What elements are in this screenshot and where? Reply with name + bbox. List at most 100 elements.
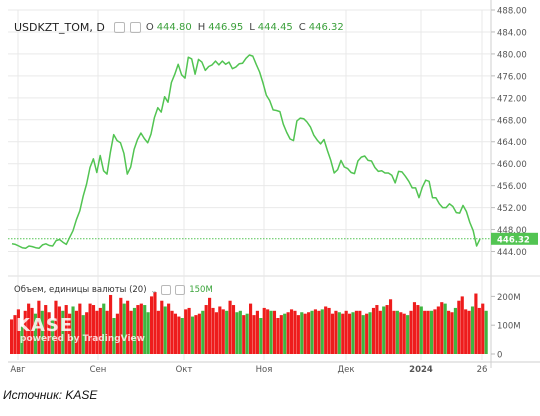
volume-bar [170, 310, 174, 354]
toggle-visibility-button[interactable] [113, 22, 125, 33]
volume-bar [214, 312, 218, 354]
volume-bar [272, 310, 277, 354]
volume-bar [252, 315, 256, 354]
volume-bar [392, 310, 396, 354]
volume-bar [351, 312, 355, 354]
volume-bar [78, 303, 82, 354]
high-label: H [197, 22, 206, 33]
time-tick-label: Авг [10, 365, 26, 375]
volume-bar [201, 310, 205, 354]
price-line [11, 54, 481, 249]
volume-header: Объем, единицы валюты (20) ⌄ 150M [14, 285, 213, 295]
volume-bar [197, 313, 201, 354]
volume-bar [453, 307, 457, 354]
volume-bar [146, 312, 150, 354]
price-tick-label: 480.00 [497, 50, 527, 60]
volume-bar [330, 313, 335, 354]
volume-bar [10, 319, 14, 354]
volume-bar [225, 310, 229, 354]
volume-bar [98, 307, 102, 354]
price-tick-label: 444.00 [497, 248, 527, 258]
volume-bar [409, 310, 413, 354]
tradingview-watermark: powered by TradingView [20, 334, 145, 344]
volume-bar [129, 310, 133, 354]
volume-bar [327, 307, 331, 354]
volume-bar [61, 310, 65, 354]
volume-bar [317, 310, 321, 354]
volume-bar [378, 310, 382, 354]
settings-button[interactable] [129, 22, 141, 33]
volume-bar [136, 305, 140, 354]
volume-tick-label: 200M [497, 293, 521, 303]
price-tick-label: 448.00 [497, 226, 527, 236]
chevron-down-icon[interactable]: ⌄ [150, 285, 158, 295]
volume-bar [177, 316, 181, 354]
volume-bar [450, 312, 454, 354]
volume-bar [255, 310, 259, 354]
volume-label: Объем, единицы валюты (20) [14, 285, 147, 295]
volume-bar [95, 310, 99, 354]
open-label: O [145, 22, 154, 33]
volume-bar [109, 294, 113, 354]
volume-bar [40, 310, 44, 354]
volume-bar [47, 312, 51, 354]
volume-bar [245, 313, 249, 354]
high-value: 446.95 [208, 22, 244, 33]
volume-bar [184, 309, 188, 354]
volume-bar [149, 296, 154, 354]
volume-bar [187, 307, 191, 354]
close-label: C [298, 22, 306, 33]
volume-bar [91, 305, 96, 354]
volume-bar [81, 315, 85, 354]
volume-bar [310, 310, 314, 354]
price-tick-label: 456.00 [497, 182, 527, 192]
price-tick-label: 476.00 [497, 72, 527, 82]
volume-bar [300, 312, 304, 354]
volume-bar [375, 305, 379, 354]
volume-bar [85, 312, 89, 354]
volume-bar [119, 297, 123, 354]
price-tick-label: 484.00 [497, 28, 527, 38]
price-tick-label: 468.00 [497, 116, 527, 126]
volume-bar [208, 297, 212, 354]
volume-bar [436, 306, 440, 354]
volume-bar [289, 309, 294, 354]
volume-bar [361, 315, 365, 354]
volume-bar [143, 305, 147, 354]
volume-bar [296, 315, 300, 354]
volume-bar [388, 299, 393, 354]
volume-bar [457, 300, 461, 354]
volume-bar [163, 306, 167, 354]
volume-bar [320, 309, 324, 354]
volume-bar [112, 318, 116, 354]
volume-bar [259, 318, 263, 354]
volume-bar [221, 309, 225, 354]
volume-bar [395, 310, 399, 354]
volume-bar [426, 310, 430, 354]
settings-button[interactable] [175, 285, 186, 295]
volume-bar [50, 319, 55, 354]
volume-bar [194, 315, 198, 354]
time-tick-label: Дек [337, 365, 354, 375]
volume-bar [341, 313, 345, 354]
volume-bar [27, 303, 31, 354]
volume-tick-label: 100M [497, 322, 521, 332]
toggle-visibility-button[interactable] [161, 285, 172, 295]
volume-bar [348, 313, 352, 354]
price-tick-label: 464.00 [497, 138, 527, 148]
last-price-badge [491, 232, 538, 245]
symbol-label: USDKZT_TOM, D [14, 21, 105, 34]
volume-bar [406, 315, 410, 354]
volume-bar [126, 300, 130, 354]
close-value: 446.32 [308, 22, 344, 33]
volume-bar [211, 307, 215, 354]
volume-bar [337, 312, 341, 354]
volume-bar [279, 315, 283, 354]
volume-bar [399, 312, 403, 354]
price-volume-chart: 488.00 484.00 480.00 476.00 472.00 468.00 464.… [8, 0, 540, 375]
kase-logo-watermark: KASE [16, 315, 74, 336]
volume-bar [416, 305, 420, 354]
price-tick-label: 460.00 [497, 160, 527, 170]
volume-bar [115, 313, 119, 354]
volume-bar [440, 302, 444, 354]
